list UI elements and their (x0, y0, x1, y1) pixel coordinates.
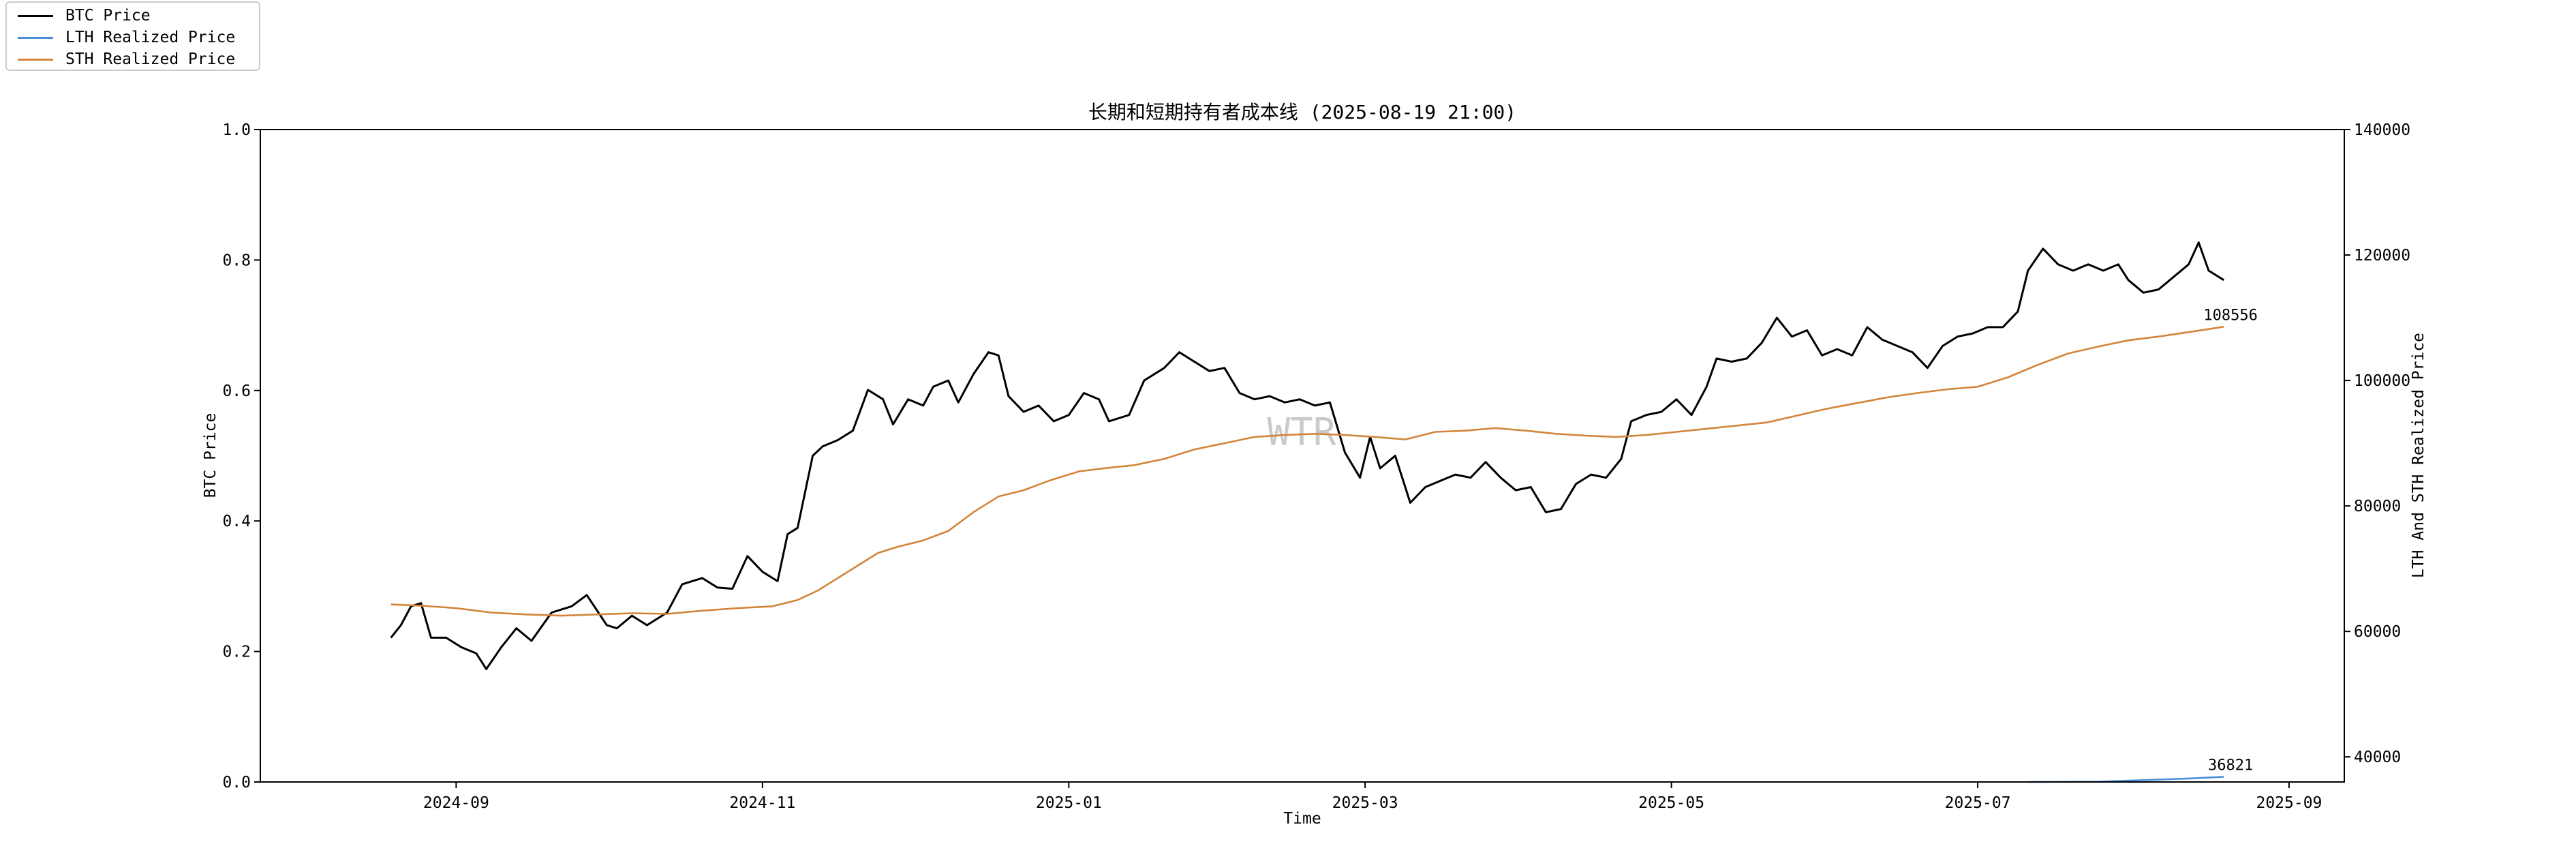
legend-swatch-sth-realized-price (18, 58, 53, 61)
legend-swatch-lth-realized-price (18, 36, 53, 39)
legend-item-sth-realized-price: STH Realized Price (18, 49, 235, 70)
chart-title: 长期和短期持有者成本线 (2025-08-19 21:00) (1088, 101, 1516, 123)
series-line-btc-price (390, 241, 2224, 670)
plot-frame (260, 129, 2345, 783)
series-line-sth-realized-price (390, 326, 2224, 617)
left-tick-label: 0.4 (222, 513, 251, 530)
series-layer: 36821 108556 (390, 241, 2258, 783)
legend-item-lth-realized-price: LTH Realized Price (18, 27, 235, 48)
x-tick-label: 2025-07 (1945, 794, 2011, 812)
legend-swatch-btc-price (18, 14, 53, 17)
left-axis-label: BTC Price (202, 413, 219, 498)
legend: BTC Price LTH Realized Price STH Realize… (5, 1, 260, 71)
x-tick-label: 2025-03 (1332, 794, 1398, 812)
right-axis-label: LTH And STH Realized Price (2410, 333, 2427, 578)
x-tick-label: 2024-11 (729, 794, 795, 812)
end-label-sth-realized-price: 108556 (2203, 307, 2257, 324)
left-tick-label: 0.0 (222, 774, 251, 792)
left-tick-label: 0.8 (222, 252, 251, 269)
legend-label-sth-realized-price: STH Realized Price (65, 50, 236, 68)
x-axis-label: Time (1283, 810, 1321, 828)
right-tick-label: 40000 (2354, 749, 2401, 766)
right-tick-label: 120000 (2354, 247, 2410, 265)
left-axis: 0.0 0.2 0.4 0.6 0.8 1.0 (222, 121, 260, 792)
watermark: WTR (1267, 410, 1336, 455)
legend-label-btc-price: BTC Price (65, 7, 151, 25)
left-tick-label: 0.6 (222, 382, 251, 400)
x-tick-label: 2025-05 (1638, 794, 1704, 812)
x-tick-label: 2025-01 (1036, 794, 1102, 812)
right-tick-label: 60000 (2354, 623, 2401, 641)
right-tick-label: 140000 (2354, 121, 2410, 139)
left-tick-label: 1.0 (222, 121, 251, 139)
x-tick-label: 2024-09 (423, 794, 489, 812)
right-axis: 40000 60000 80000 100000 120000 140000 (2344, 121, 2410, 766)
legend-label-lth-realized-price: LTH Realized Price (65, 29, 236, 46)
end-label-lth-realized-price: 36821 (2208, 757, 2253, 774)
legend-item-btc-price: BTC Price (18, 5, 151, 26)
right-tick-label: 100000 (2354, 372, 2410, 390)
x-tick-label: 2025-09 (2256, 794, 2322, 812)
left-tick-label: 0.2 (222, 644, 251, 661)
x-axis: 2024-09 2024-11 2025-01 2025-03 2025-05 2025-… (423, 782, 2322, 812)
right-tick-label: 80000 (2354, 498, 2401, 515)
